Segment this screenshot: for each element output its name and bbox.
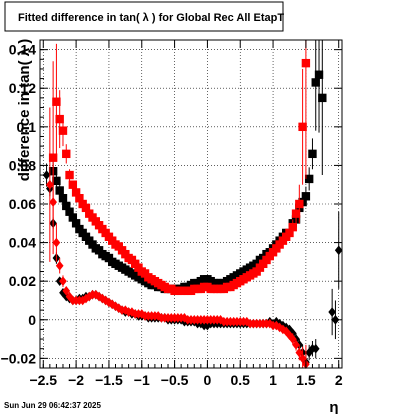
data-point (295, 199, 304, 209)
x-tick-label: 0.5 (231, 372, 251, 388)
x-tick-label: 2 (335, 372, 343, 388)
x-tick-label: 1.5 (296, 372, 316, 388)
data-point (81, 203, 91, 213)
y-tick-label: 0 (28, 312, 36, 328)
data-point (46, 179, 54, 190)
data-point (62, 201, 71, 211)
y-tick-label: 0.1 (17, 119, 37, 135)
data-point (71, 188, 81, 197)
data-point (65, 291, 74, 302)
data-point (314, 70, 324, 79)
data-point (111, 301, 120, 312)
data-point (48, 153, 58, 162)
data-point (58, 126, 68, 135)
y-tick-label: 0.12 (9, 80, 36, 96)
data-point (49, 197, 57, 207)
data-point (101, 295, 110, 306)
data-point (108, 299, 117, 310)
x-tick-label: −1 (134, 372, 150, 388)
title-box (4, 1, 284, 32)
y-tick-label: 0.14 (9, 42, 36, 58)
data-point (91, 289, 100, 300)
data-point (55, 260, 64, 271)
data-point (311, 343, 320, 354)
data-point (334, 245, 343, 256)
data-point (75, 194, 84, 203)
data-point (62, 149, 71, 159)
data-point (59, 287, 67, 298)
data-point (68, 213, 78, 222)
data-point (114, 303, 123, 313)
data-point (216, 314, 225, 325)
data-point (318, 93, 327, 103)
x-tick-label: −1.5 (95, 372, 123, 388)
data-point (305, 347, 314, 358)
y-tick-label: 0.04 (9, 235, 36, 251)
timestamp: Sun Jun 29 06:42:37 2025 (4, 401, 101, 410)
data-point (78, 295, 87, 306)
axes: −2.5 −2 −1.5 −1 −0.5 0 0.5 1 1.5 2 −0.02 0 0.02 0.04 0… (1, 40, 343, 388)
y-tick-label: 0.02 (9, 273, 36, 289)
x-tick-label: 1 (269, 372, 277, 388)
data-point (308, 149, 317, 159)
data-point (298, 353, 307, 364)
data-point (58, 194, 68, 203)
x-tick-label: −2.5 (29, 372, 57, 388)
data-point (98, 293, 107, 304)
data-point (68, 180, 78, 189)
x-tick-label: −0.5 (161, 372, 189, 388)
plot-area (42, 40, 343, 369)
data-point (298, 122, 307, 132)
data-point (105, 297, 113, 308)
data-point (282, 326, 291, 337)
data-point (71, 219, 81, 228)
data-point (85, 291, 94, 302)
data-point (288, 222, 297, 232)
data-point (288, 334, 297, 344)
data-point (95, 291, 103, 302)
x-tick-label: 0 (204, 372, 212, 388)
data-point (285, 228, 294, 238)
series-3 (46, 107, 310, 369)
data-point (42, 170, 51, 180)
data-point (301, 58, 311, 68)
data-point (203, 320, 212, 331)
x-axis-label: η (329, 399, 338, 414)
x-tick-label: −2 (68, 372, 84, 388)
data-point (55, 114, 64, 124)
y-tick-label: 0.08 (9, 157, 36, 173)
data-point (59, 276, 67, 286)
data-point (55, 186, 64, 195)
y-axis-label: difference in tan( λ ) (16, 39, 33, 182)
data-point (292, 340, 300, 350)
data-point (52, 237, 61, 248)
y-tick-label: 0.06 (9, 196, 36, 212)
data-point (62, 286, 71, 296)
data-point (82, 293, 90, 304)
data-point (52, 97, 61, 106)
series-2 (48, 40, 311, 296)
data-point (65, 207, 74, 216)
data-point (295, 347, 304, 358)
data-point (328, 307, 336, 317)
data-point (137, 309, 146, 319)
chart-title: Fitted difference in tan( λ ) for Global… (18, 12, 284, 24)
data-point (301, 192, 311, 201)
data-point (304, 174, 314, 184)
data-point (65, 170, 74, 180)
data-point (52, 176, 61, 186)
y-tick-label: −0.02 (1, 350, 37, 366)
data-point (311, 78, 320, 87)
data-point (291, 209, 301, 218)
